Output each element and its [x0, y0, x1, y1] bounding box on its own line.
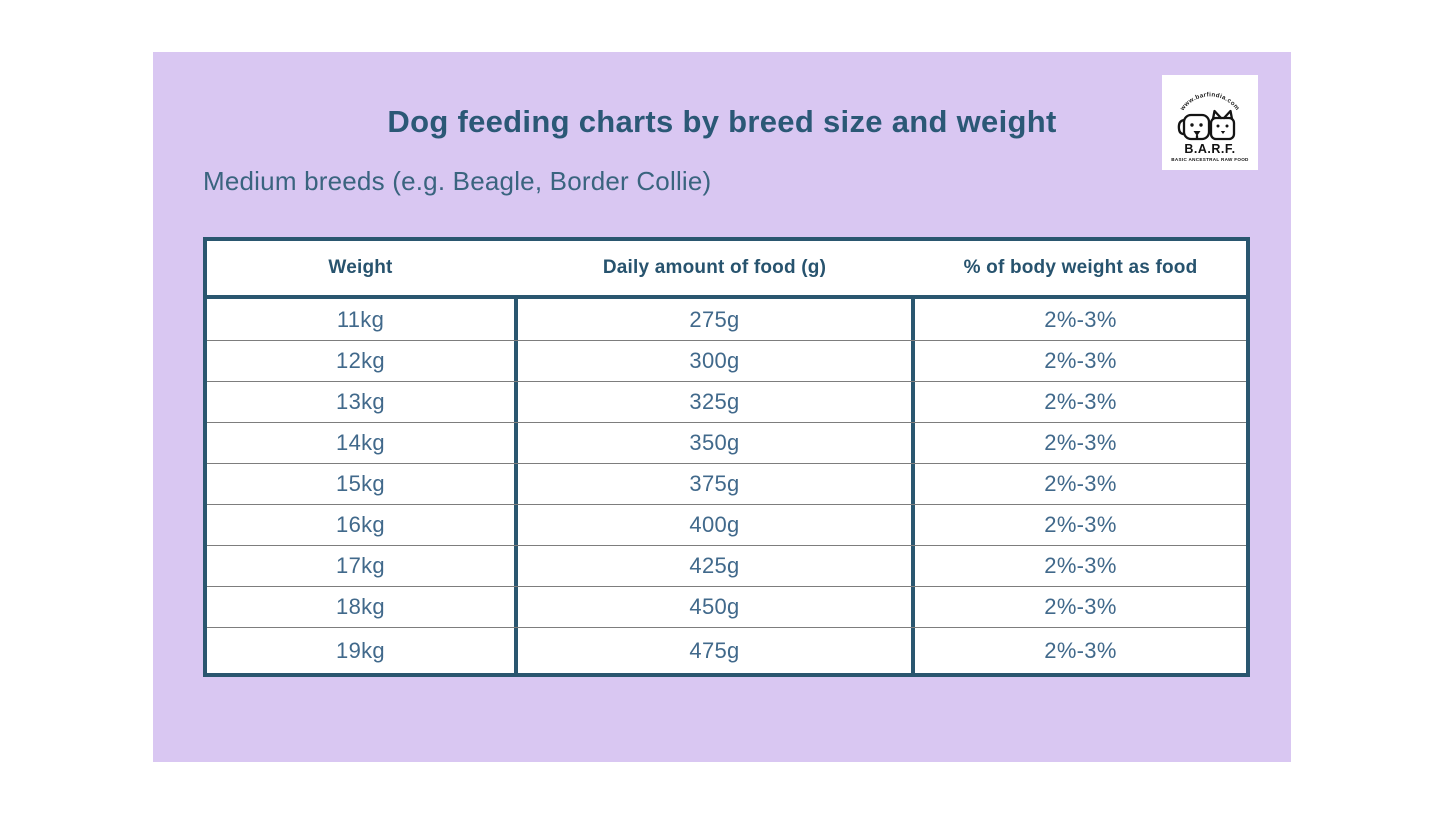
weight-cell: 12kg: [336, 348, 385, 373]
weight-cell: 16kg: [336, 512, 385, 537]
percent-cell: 2%-3%: [1044, 512, 1117, 537]
table-row: 17kg 425g 2%-3%: [207, 545, 1246, 586]
percent-cell: 2%-3%: [1044, 430, 1117, 455]
table-body: 11kg 275g 2%-3% 12kg 300g 2%-3% 13kg 325…: [207, 299, 1246, 673]
table-header-row: Weight Daily amount of food (g) % of bod…: [207, 241, 1246, 299]
logo-website-arc-text: www.barfindia.com: [1178, 91, 1240, 112]
food-cell: 325g: [514, 382, 915, 422]
food-cell: 425g: [514, 546, 915, 586]
food-cell: 475g: [514, 628, 915, 673]
food-cell: 275g: [514, 299, 915, 340]
logo-name-text: B.A.R.F.: [1184, 142, 1235, 156]
percent-cell: 2%-3%: [1044, 471, 1117, 496]
header-body-weight-percent: % of body weight as food: [963, 257, 1198, 278]
weight-cell: 15kg: [336, 471, 385, 496]
page-title: Dog feeding charts by breed size and wei…: [387, 104, 1057, 139]
logo-tagline-text: BASIC ANCESTRAL RAW FOOD: [1171, 157, 1249, 162]
table-row: 12kg 300g 2%-3%: [207, 340, 1246, 381]
barf-logo-icon: www.barfindia.com B.A.: [1171, 91, 1249, 162]
food-cell: 375g: [514, 464, 915, 504]
table-row: 14kg 350g 2%-3%: [207, 422, 1246, 463]
header-daily-amount: Daily amount of food (g): [602, 257, 827, 278]
slide-panel: Dog feeding charts by breed size and wei…: [153, 52, 1291, 762]
table-row: 13kg 325g 2%-3%: [207, 381, 1246, 422]
weight-cell: 19kg: [336, 637, 385, 663]
table-row: 16kg 400g 2%-3%: [207, 504, 1246, 545]
percent-cell: 2%-3%: [1044, 553, 1117, 578]
weight-cell: 18kg: [336, 594, 385, 619]
feeding-table: Weight Daily amount of food (g) % of bod…: [203, 237, 1250, 677]
percent-cell: 2%-3%: [1044, 306, 1117, 332]
percent-cell: 2%-3%: [1044, 389, 1117, 414]
svg-text:www.barfindia.com: www.barfindia.com: [1178, 91, 1240, 112]
table-row: 15kg 375g 2%-3%: [207, 463, 1246, 504]
dog-and-cat-icon: [1177, 109, 1236, 141]
weight-cell: 13kg: [336, 389, 385, 414]
percent-cell: 2%-3%: [1044, 594, 1117, 619]
weight-cell: 14kg: [336, 430, 385, 455]
percent-cell: 2%-3%: [1044, 348, 1117, 373]
food-cell: 400g: [514, 505, 915, 545]
barf-logo: www.barfindia.com B.A.: [1162, 75, 1258, 170]
table-row: 18kg 450g 2%-3%: [207, 586, 1246, 627]
weight-cell: 17kg: [336, 553, 385, 578]
food-cell: 300g: [514, 341, 915, 381]
dog-and-cat-faces: [1190, 123, 1229, 136]
breed-size-subtitle: Medium breeds (e.g. Beagle, Border Colli…: [203, 166, 712, 196]
table-row: 19kg 475g 2%-3%: [207, 627, 1246, 673]
header-weight: Weight: [328, 257, 393, 278]
table-row: 11kg 275g 2%-3%: [207, 299, 1246, 340]
percent-cell: 2%-3%: [1044, 637, 1117, 663]
food-cell: 450g: [514, 587, 915, 627]
weight-cell: 11kg: [336, 306, 385, 332]
food-cell: 350g: [514, 423, 915, 463]
